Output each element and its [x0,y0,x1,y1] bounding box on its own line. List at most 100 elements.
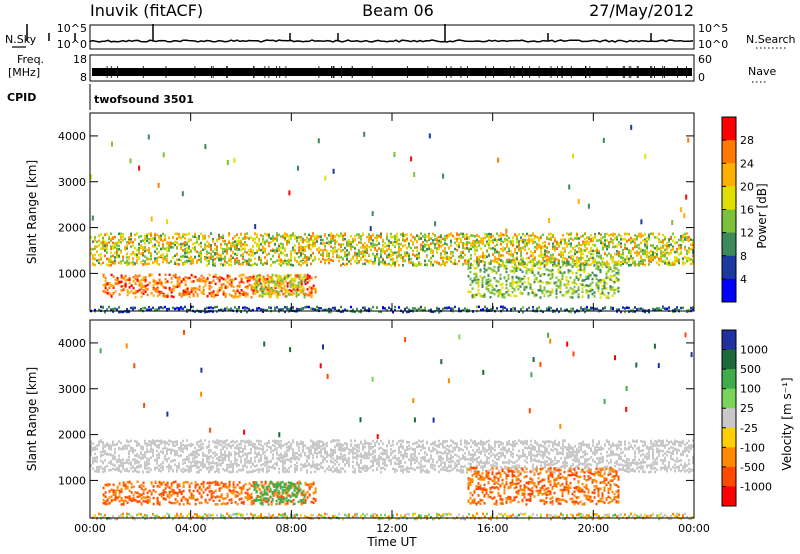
velocity-echo-cell [96,470,98,473]
power-echo-cell [222,283,225,286]
power-echo-cell [114,282,117,285]
power-echo-cell [216,252,218,255]
power-echo-cell [522,264,524,267]
power-echo-cell [438,261,440,265]
power-echo-cell [556,240,558,244]
power-echo-cell [255,288,258,291]
power-echo-cell [567,271,570,274]
power-echo-cell [316,248,318,251]
velocity-echo-cell [118,457,120,461]
power-echo-cell [112,244,114,248]
power-echo-cell [372,305,374,309]
velocity-echo-cell [116,468,118,471]
power-echo-cell [296,252,298,255]
power-echo-cell [254,257,256,260]
power-echo-cell [408,242,410,245]
power-echo-cell [558,245,560,248]
nsearch-tick-high: 10^5 [698,22,728,35]
power-echo-cell [332,239,334,242]
power-echo-cell [230,281,233,284]
velocity-echo-cell [132,465,134,468]
power-echo-cell [192,305,194,309]
power-echo-cell [260,257,262,260]
power-echo-cell [676,250,678,254]
power-echo-cell [588,308,590,312]
power-echo-cell [483,267,486,270]
power-echo-cell [515,266,518,270]
velocity-echo-cell [150,456,152,459]
power-echo-cell [592,249,594,253]
power-echo-cell [184,252,186,255]
power-echo-cell [216,256,218,259]
power-echo-cell [210,232,212,235]
power-echo-cell [360,246,362,249]
power-echo-cell [280,251,282,255]
power-echo-cell [562,238,564,241]
power-echo-cell [312,284,315,287]
power-echo-cell [553,260,556,264]
power-echo-cell [660,246,662,249]
power-echo-cell [102,238,104,242]
power-echo-cell [228,278,231,282]
power-echo-cell [552,233,554,237]
power-echo-cell [178,258,180,261]
power-echo-cell [318,257,320,261]
power-echo-cell [626,247,628,251]
velocity-echo-cell [126,447,128,450]
power-echo-cell [184,255,186,258]
power-echo-cell [261,278,264,281]
power-echo-cell [144,280,147,283]
power-echo-cell [188,309,190,312]
power-echo-cell [382,247,384,250]
power-echo-cell [481,281,484,285]
velocity-echo-cell [90,451,92,454]
power-echo-cell [488,236,490,239]
power-echo-cell [500,254,502,257]
power-echo-cell [378,310,380,314]
power-echo-cell [580,258,582,261]
velocity-echo-cell [112,467,114,471]
power-echo-cell [382,306,384,310]
power-echo-cell [281,279,284,283]
power-echo-cell [446,243,448,246]
power-echo-cell [382,259,384,262]
power-echo-cell [154,250,156,253]
power-echo-cell [568,237,570,241]
power-echo-cell [186,251,188,255]
power-echo-cell [543,293,546,296]
power-echo-cell [608,262,610,265]
power-echo-cell [234,252,236,256]
power-echo-cell [563,294,566,297]
power-echo-cell [176,285,179,288]
power-echo-cell [662,306,664,310]
power-echo-cell [162,243,164,246]
power-echo-cell [248,237,250,241]
power-echo-cell [248,307,250,311]
power-echo-cell [511,291,514,294]
power-echo-cell [178,243,180,246]
power-echo-cell [499,292,502,295]
power-echo-cell [188,256,190,260]
power-echo-cell [190,238,192,242]
power-echo-cell [318,249,320,253]
power-echo-cell [686,260,688,263]
power-echo-cell [574,252,576,256]
power-echo-cell [252,275,255,279]
power-echo-cell [492,238,494,242]
power-echo-cell [212,263,214,267]
power-echo-cell [242,237,244,240]
power-echo-cell [316,236,318,239]
power-echo-cell [511,269,514,273]
power-echo-cell [228,257,230,261]
power-echo-cell [420,243,422,246]
power-echo-cell [170,246,172,249]
power-echo-cell [212,310,214,313]
power-echo-cell [312,242,314,246]
power-echo-cell [306,237,308,240]
power-echo-cell [334,239,336,242]
power-echo-cell [230,257,232,260]
power-echo-cell [460,237,462,240]
power-echo-cell [136,232,138,235]
power-echo-cell [408,255,410,258]
